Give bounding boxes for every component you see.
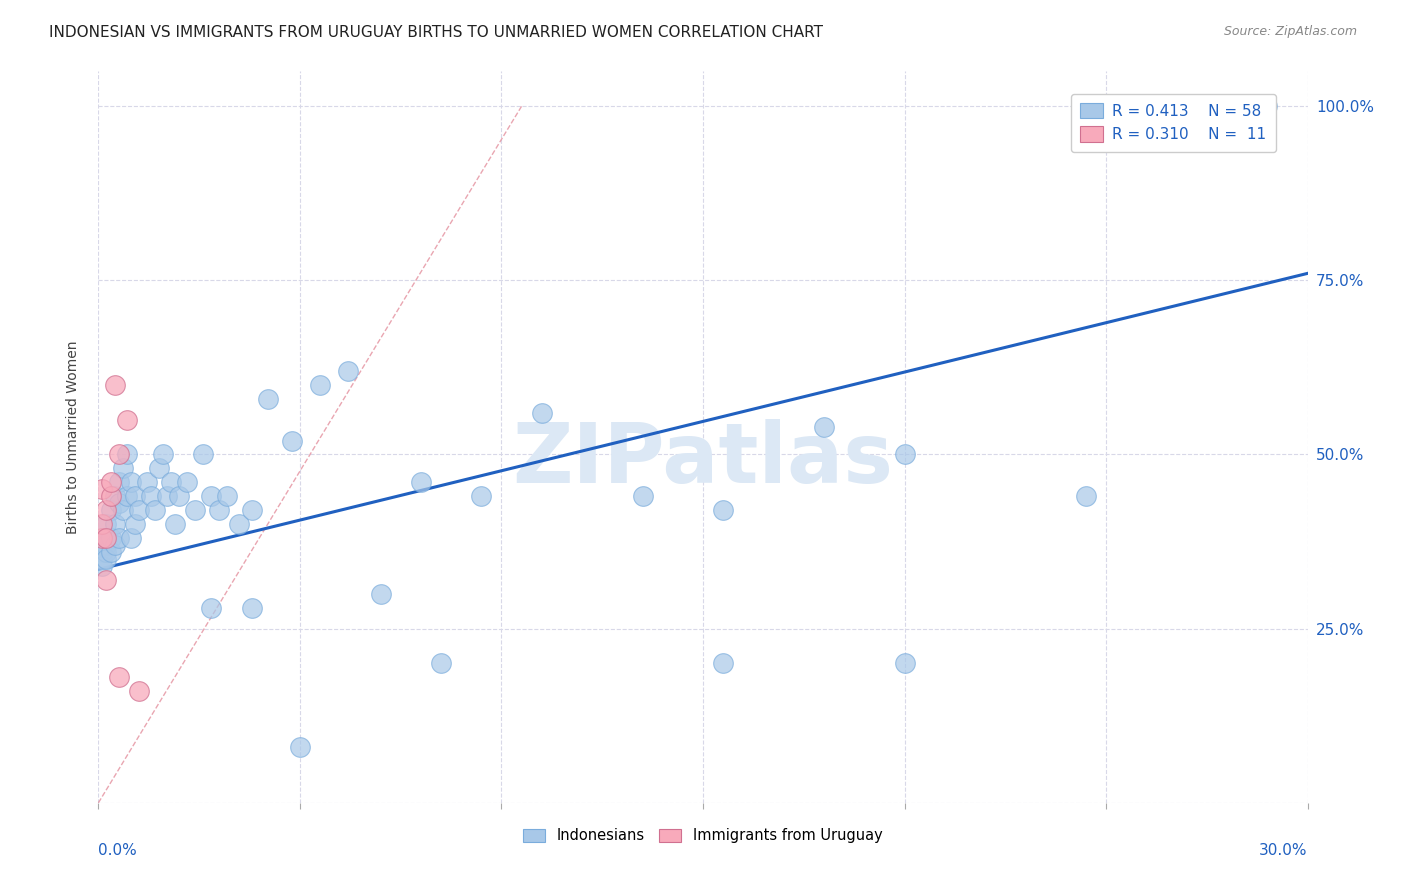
Point bbox=[128, 503, 150, 517]
Point bbox=[120, 475, 142, 490]
Point bbox=[288, 740, 311, 755]
Point bbox=[96, 552, 118, 566]
Point bbox=[1074, 489, 1097, 503]
Y-axis label: Births to Unmarried Women: Births to Unmarried Women bbox=[66, 341, 80, 533]
Point bbox=[143, 503, 166, 517]
Point bbox=[91, 545, 114, 559]
Point bbox=[281, 434, 304, 448]
Point bbox=[115, 448, 138, 462]
Point bbox=[124, 517, 146, 532]
Point bbox=[103, 517, 125, 532]
Text: INDONESIAN VS IMMIGRANTS FROM URUGUAY BIRTHS TO UNMARRIED WOMEN CORRELATION CHAR: INDONESIAN VS IMMIGRANTS FROM URUGUAY BI… bbox=[49, 25, 823, 40]
Point bbox=[148, 461, 170, 475]
Point bbox=[193, 448, 215, 462]
Legend: Indonesians, Immigrants from Uruguay: Indonesians, Immigrants from Uruguay bbox=[516, 821, 890, 850]
Point bbox=[103, 489, 125, 503]
Point bbox=[156, 489, 179, 503]
Point bbox=[309, 377, 332, 392]
Point bbox=[711, 503, 734, 517]
Point bbox=[184, 503, 207, 517]
Point bbox=[135, 475, 157, 490]
Point bbox=[91, 483, 114, 497]
Point bbox=[370, 587, 392, 601]
Point bbox=[96, 531, 118, 545]
Text: 0.0%: 0.0% bbox=[98, 843, 138, 858]
Point bbox=[409, 475, 432, 490]
Point bbox=[91, 517, 114, 532]
Point bbox=[208, 503, 231, 517]
Point bbox=[96, 503, 118, 517]
Point bbox=[107, 475, 129, 490]
Point bbox=[217, 489, 239, 503]
Point bbox=[100, 531, 122, 545]
Point bbox=[176, 475, 198, 490]
Point bbox=[111, 461, 134, 475]
Point bbox=[163, 517, 186, 532]
Point bbox=[107, 496, 129, 510]
Point bbox=[96, 538, 118, 552]
Point bbox=[124, 489, 146, 503]
Point bbox=[91, 531, 114, 545]
Point bbox=[200, 489, 222, 503]
Point bbox=[152, 448, 174, 462]
Point bbox=[96, 545, 118, 559]
Text: ZIPatlas: ZIPatlas bbox=[513, 418, 893, 500]
Point bbox=[430, 657, 453, 671]
Point bbox=[103, 538, 125, 552]
Point bbox=[100, 475, 122, 490]
Point bbox=[91, 558, 114, 573]
Point bbox=[91, 552, 114, 566]
Point bbox=[228, 517, 250, 532]
Point bbox=[1256, 99, 1278, 113]
Point bbox=[91, 538, 114, 552]
Point bbox=[530, 406, 553, 420]
Point bbox=[128, 684, 150, 698]
Point bbox=[337, 364, 360, 378]
Point bbox=[96, 517, 118, 532]
Point bbox=[120, 531, 142, 545]
Point bbox=[256, 392, 278, 406]
Point bbox=[200, 600, 222, 615]
Point bbox=[160, 475, 183, 490]
Point bbox=[470, 489, 492, 503]
Point bbox=[100, 503, 122, 517]
Point bbox=[139, 489, 162, 503]
Point bbox=[240, 600, 263, 615]
Point bbox=[100, 489, 122, 503]
Point bbox=[103, 377, 125, 392]
Point bbox=[631, 489, 654, 503]
Point bbox=[91, 531, 114, 545]
Point bbox=[107, 448, 129, 462]
Point bbox=[893, 657, 915, 671]
Point bbox=[893, 448, 915, 462]
Point bbox=[167, 489, 190, 503]
Point bbox=[96, 573, 118, 587]
Point bbox=[813, 419, 835, 434]
Text: 30.0%: 30.0% bbox=[1260, 843, 1308, 858]
Text: Source: ZipAtlas.com: Source: ZipAtlas.com bbox=[1223, 25, 1357, 38]
Point bbox=[711, 657, 734, 671]
Point bbox=[111, 503, 134, 517]
Point bbox=[240, 503, 263, 517]
Point bbox=[115, 489, 138, 503]
Point bbox=[100, 545, 122, 559]
Point bbox=[107, 531, 129, 545]
Point bbox=[115, 412, 138, 426]
Point bbox=[107, 670, 129, 684]
